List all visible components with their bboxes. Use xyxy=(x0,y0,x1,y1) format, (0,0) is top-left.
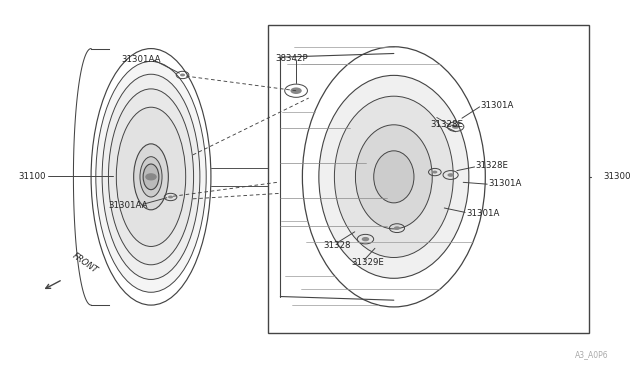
Text: 31328E: 31328E xyxy=(476,161,509,170)
Circle shape xyxy=(447,173,454,177)
Circle shape xyxy=(452,125,460,129)
Circle shape xyxy=(146,174,156,180)
Ellipse shape xyxy=(319,76,469,278)
Circle shape xyxy=(394,226,400,230)
Ellipse shape xyxy=(96,61,206,292)
Ellipse shape xyxy=(91,49,211,305)
Circle shape xyxy=(433,171,437,174)
Ellipse shape xyxy=(143,164,159,190)
Circle shape xyxy=(362,237,369,241)
Ellipse shape xyxy=(302,47,485,307)
Ellipse shape xyxy=(374,151,414,203)
Text: 31328: 31328 xyxy=(323,241,351,250)
Circle shape xyxy=(291,87,301,94)
Text: 31329E: 31329E xyxy=(351,259,385,267)
Text: 31301AA: 31301AA xyxy=(122,55,161,64)
Bar xyxy=(268,25,589,333)
Text: 31301AA: 31301AA xyxy=(109,201,148,209)
Circle shape xyxy=(168,196,173,198)
Text: 38342P: 38342P xyxy=(275,54,308,63)
Ellipse shape xyxy=(102,74,200,279)
Ellipse shape xyxy=(140,157,162,197)
Circle shape xyxy=(180,74,185,76)
Ellipse shape xyxy=(355,125,432,229)
Ellipse shape xyxy=(108,89,193,265)
Text: FRONT: FRONT xyxy=(71,251,100,275)
Text: 31301A: 31301A xyxy=(481,101,515,110)
Text: 31300: 31300 xyxy=(604,172,631,181)
Text: 31100: 31100 xyxy=(18,171,45,181)
Ellipse shape xyxy=(334,96,453,257)
Text: 31328E: 31328E xyxy=(431,120,463,129)
Ellipse shape xyxy=(116,107,186,247)
Ellipse shape xyxy=(134,144,168,210)
Text: 31301A: 31301A xyxy=(488,179,522,187)
Text: A3_A0P6: A3_A0P6 xyxy=(575,350,608,359)
Text: 31301A: 31301A xyxy=(467,209,500,218)
